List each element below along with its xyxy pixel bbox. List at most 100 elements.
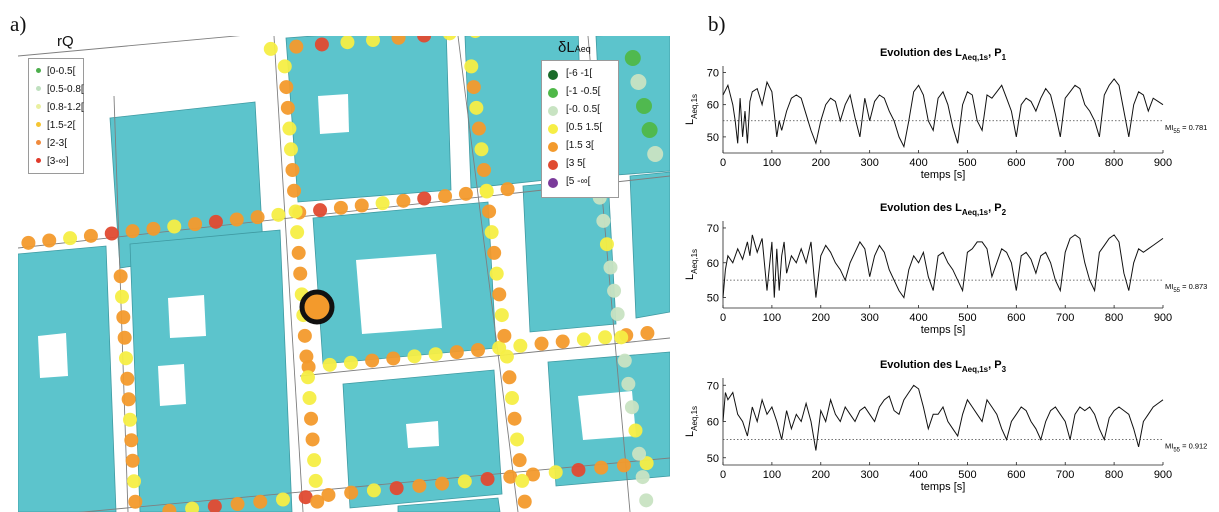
receiver-point <box>290 225 305 240</box>
chart-title-sub: Aeq,1s <box>962 365 989 374</box>
x-tick-label: 900 <box>1154 469 1172 481</box>
y-tick-label: 70 <box>707 67 719 79</box>
receiver-point <box>610 307 625 322</box>
receiver-point <box>119 351 133 366</box>
y-tick-label: 60 <box>707 417 719 429</box>
receiver-point <box>322 357 337 372</box>
legend-dl-swatch <box>548 124 558 134</box>
receiver-point <box>639 493 654 508</box>
receiver-point <box>389 481 404 496</box>
receiver-point <box>305 432 320 447</box>
x-tick-label: 300 <box>860 469 878 481</box>
receiver-point <box>417 36 432 43</box>
y-axis-label-main: L <box>684 431 696 437</box>
receiver-point <box>457 474 472 489</box>
x-axis-label: temps [s] <box>921 324 966 336</box>
legend-dl-label: [-1 -0.5[ <box>566 86 601 97</box>
receiver-point <box>499 349 514 364</box>
chart-title: Evolution des LAeq,1s, P3 <box>880 359 1007 374</box>
receiver-point <box>207 499 222 512</box>
receiver-point <box>291 245 306 260</box>
x-tick-label: 0 <box>720 312 726 324</box>
receiver-point <box>480 472 495 487</box>
receiver-point <box>250 210 265 225</box>
receiver-point <box>571 462 586 477</box>
receiver-point <box>285 163 300 177</box>
receiver-point <box>188 217 203 232</box>
receiver-point <box>641 122 658 138</box>
receiver-point <box>104 226 119 241</box>
legend-rq-label: [0.8-1.2[ <box>47 102 84 113</box>
receiver-point <box>396 193 411 208</box>
receiver-point <box>487 245 502 260</box>
receiver-point <box>344 485 359 500</box>
receiver-point <box>458 186 473 201</box>
receiver-point <box>276 492 290 507</box>
receiver-point <box>515 473 530 488</box>
receiver-point <box>407 349 422 364</box>
receiver-point <box>617 353 632 368</box>
y-axis-label-sub: Aeq,1s <box>690 406 699 431</box>
x-tick-label: 300 <box>860 312 878 324</box>
x-tick-label: 600 <box>1007 157 1025 169</box>
receiver-point <box>300 370 315 385</box>
mi-annotation-label: MI <box>1165 282 1173 291</box>
receiver-point <box>639 456 654 471</box>
receiver-point <box>470 36 481 39</box>
receiver-point <box>555 334 570 349</box>
x-tick-label: 100 <box>763 157 781 169</box>
x-tick-label: 500 <box>958 157 976 169</box>
x-tick-label: 600 <box>1007 469 1025 481</box>
receiver-point <box>375 196 390 211</box>
receiver-point <box>167 219 182 234</box>
receiver-point <box>417 191 432 206</box>
y-tick-label: 60 <box>707 258 719 270</box>
receiver-point <box>526 467 540 482</box>
receiver-point <box>594 460 609 475</box>
road-line <box>78 457 670 512</box>
receiver-point <box>263 41 278 56</box>
receiver-point <box>624 400 639 415</box>
receiver-point <box>469 100 484 115</box>
road-line <box>457 36 519 512</box>
receiver-point <box>301 359 316 374</box>
x-tick-label: 400 <box>909 157 927 169</box>
y-tick-label: 50 <box>707 453 719 465</box>
receiver-point <box>412 478 427 493</box>
receiver-point <box>636 98 652 114</box>
building <box>629 171 670 319</box>
receiver-point <box>477 163 491 177</box>
x-tick-label: 700 <box>1056 312 1074 324</box>
receiver-point <box>354 198 369 213</box>
y-axis-label-sub: Aeq,1s <box>690 249 699 274</box>
x-tick-label: 0 <box>720 469 726 481</box>
noise-map: rQ [0-0.5[[0.5-0.8[[0.8-1.2[[1.5-2[[2-3[… <box>18 36 670 512</box>
receiver-point <box>302 391 317 405</box>
y-tick-label: 60 <box>707 100 719 112</box>
series-line <box>722 234 1164 299</box>
legend-dl-title-sub: Aeq <box>574 44 591 54</box>
receiver-point <box>83 228 98 243</box>
receiver-point <box>125 453 140 468</box>
receiver-point <box>464 59 479 74</box>
receiver-point <box>123 412 137 427</box>
receiver-point <box>288 204 303 219</box>
receiver-point <box>471 121 486 136</box>
receiver-point <box>116 310 131 325</box>
receiver-point <box>497 328 512 343</box>
receiver-point <box>621 376 636 391</box>
receiver-point <box>277 59 292 74</box>
receiver-point <box>502 370 517 385</box>
chart-title: Evolution des LAeq,1s, P1 <box>880 47 1007 62</box>
mi-annotation: MI55 = 0.873 <box>1165 282 1207 294</box>
receiver-point <box>489 266 504 281</box>
receiver-point <box>482 204 497 219</box>
courtyard <box>318 94 349 134</box>
receiver-point <box>121 392 136 407</box>
receiver-point <box>616 458 631 473</box>
receiver-point <box>125 224 140 239</box>
y-axis-label-sub: Aeq,1s <box>690 94 699 119</box>
x-tick-label: 500 <box>958 469 976 481</box>
receiver-point <box>280 100 295 115</box>
